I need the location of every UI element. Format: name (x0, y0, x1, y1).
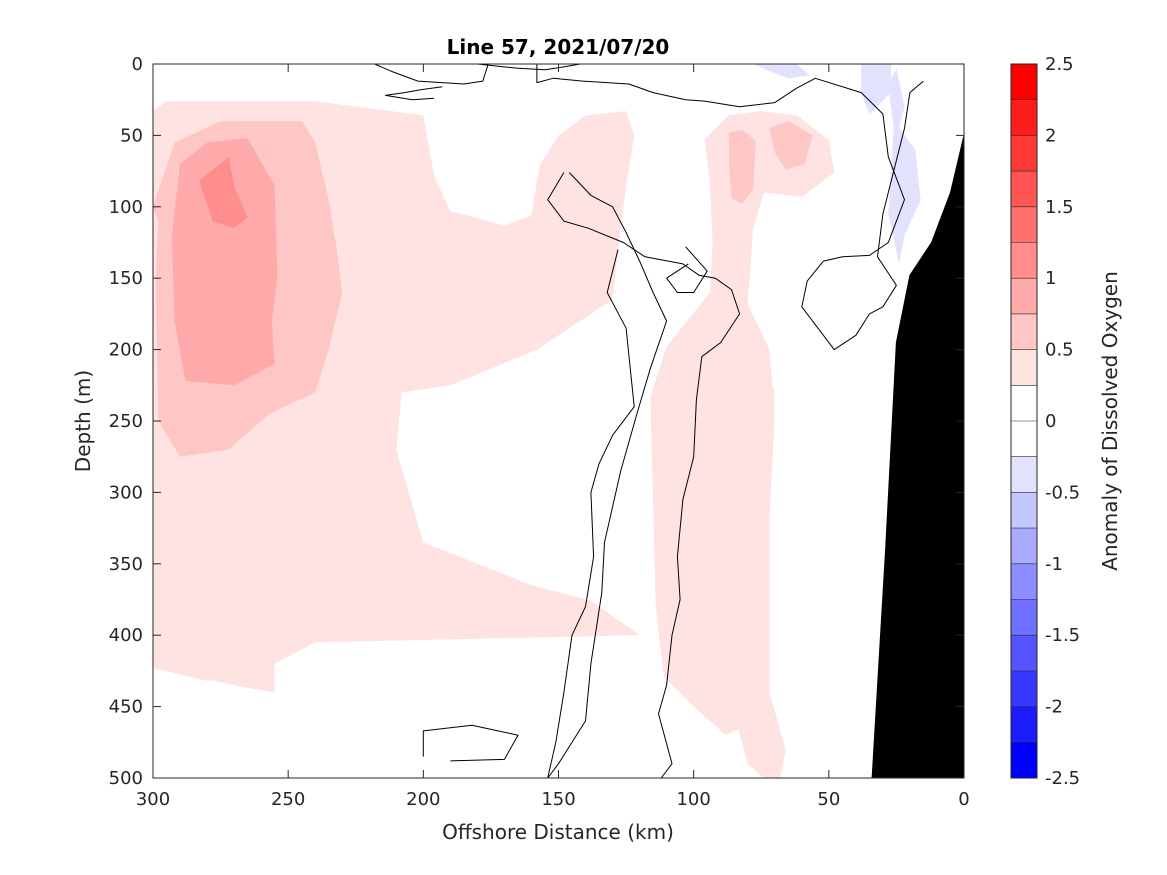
colorbar-tick-label: -2 (1045, 697, 1063, 718)
filled-contour-region-11 (861, 64, 891, 114)
x-tick-label: 300 (136, 789, 170, 810)
colorbar-level-swatch-2 (1011, 135, 1037, 172)
zero-contour-line-7 (666, 246, 708, 293)
colorbar-level-swatch-6 (1011, 278, 1037, 314)
plot-area: 300 250 200 150 100 50 0 050100150200250300350… (109, 54, 970, 810)
chart-title: Line 57, 2021/07/20 (447, 35, 670, 59)
colorbar-tick-label: -0.5 (1045, 482, 1080, 503)
filled-contour-region-7 (171, 138, 278, 386)
colorbar-level-swatch-7 (1011, 313, 1037, 350)
colorbar-level-swatch-17 (1011, 670, 1037, 707)
y-tick-label: 100 (109, 197, 143, 218)
colorbar-ticks: 2.5 2 1.5 1 0.5 0 -0.5 -1 -1.5 -2 -2.5 (1045, 54, 1080, 789)
y-tick-label: 50 (120, 125, 143, 146)
x-axis-label: Offshore Distance (km) (442, 820, 674, 844)
colorbar-level-swatch-5 (1011, 242, 1037, 279)
y-tick-label: 0 (132, 54, 143, 75)
colorbar-tick-label: 0.5 (1045, 340, 1074, 361)
colorbar-tick-label: 1 (1045, 268, 1056, 289)
y-tick-label: 150 (109, 268, 143, 289)
colorbar-level-swatch-9 (1011, 385, 1037, 421)
x-tick-label: 200 (406, 789, 440, 810)
filled-contour-region-9 (753, 64, 810, 79)
zero-contour-line-4 (547, 172, 668, 779)
x-axis-ticks: 300 250 200 150 100 50 0 (136, 64, 970, 810)
colorbar-level-swatch-1 (1011, 99, 1037, 136)
filled-contour-region-1 (180, 609, 275, 693)
x-tick-label: 0 (958, 789, 969, 810)
colorbar-level-swatch-11 (1011, 456, 1037, 493)
colorbar-level-swatch-4 (1011, 206, 1037, 243)
colorbar-tick-label: -1.5 (1045, 625, 1080, 646)
filled-contour-region-6 (769, 121, 813, 170)
colorbar-tick-label: 2.5 (1045, 54, 1074, 75)
filled-contour-region-5 (728, 129, 756, 204)
y-tick-label: 450 (109, 697, 143, 718)
colorbar-tick-label: 2 (1045, 125, 1056, 146)
x-tick-label: 50 (817, 789, 840, 810)
zero-contour-line-1 (385, 86, 443, 101)
y-tick-label: 300 (109, 482, 143, 503)
y-axis-label: Depth (m) (71, 370, 95, 472)
y-axis-ticks: 0 50 100 150 200 250 300 350 400 450 500 (109, 54, 964, 789)
colorbar-level-swatch-13 (1011, 528, 1037, 564)
colorbar-level-swatch-19 (1011, 742, 1037, 778)
colorbar-level-swatch-14 (1011, 563, 1037, 600)
colorbar-levels (1011, 63, 1037, 778)
colorbar-level-swatch-3 (1011, 171, 1037, 207)
filled-contour-region-8 (199, 156, 248, 229)
x-tick-label: 100 (676, 789, 710, 810)
zero-contour-line-0 (374, 63, 489, 85)
colorbar-frame (1010, 63, 1038, 779)
colorbar-tick-label: 1.5 (1045, 197, 1074, 218)
y-tick-label: 200 (109, 340, 143, 361)
x-tick-label: 150 (541, 789, 575, 810)
colorbar-level-swatch-0 (1011, 64, 1037, 100)
colorbar-tick-label: -2.5 (1045, 768, 1080, 789)
filled-contour-region-10 (888, 68, 921, 264)
filled-contours (153, 64, 921, 778)
colorbar-level-swatch-8 (1011, 349, 1037, 386)
colorbar-level-swatch-12 (1011, 492, 1037, 529)
zero-contour-line-6 (547, 172, 741, 779)
colorbar-level-swatch-10 (1011, 421, 1037, 457)
y-tick-label: 400 (109, 625, 143, 646)
x-tick-label: 250 (271, 789, 305, 810)
colorbar: 2.5 2 1.5 1 0.5 0 -0.5 -1 -1.5 -2 -2.5 Anomaly of … (1010, 54, 1122, 789)
y-tick-label: 500 (109, 768, 143, 789)
colorbar-tick-label: 0 (1045, 411, 1056, 432)
y-tick-label: 350 (109, 554, 143, 575)
colorbar-label: Anomaly of Dissolved Oxygen (1098, 271, 1122, 571)
zero-contour-line-8 (422, 724, 519, 762)
zero-contour-line-2 (536, 64, 924, 351)
colorbar-tick-label: -1 (1045, 554, 1063, 575)
y-tick-label: 250 (109, 411, 143, 432)
filled-contour-region-3 (693, 349, 786, 778)
colorbar-level-swatch-16 (1011, 635, 1037, 671)
zero-contour-line-5 (547, 249, 635, 779)
colorbar-level-swatch-15 (1011, 599, 1037, 636)
colorbar-level-swatch-18 (1011, 706, 1037, 743)
